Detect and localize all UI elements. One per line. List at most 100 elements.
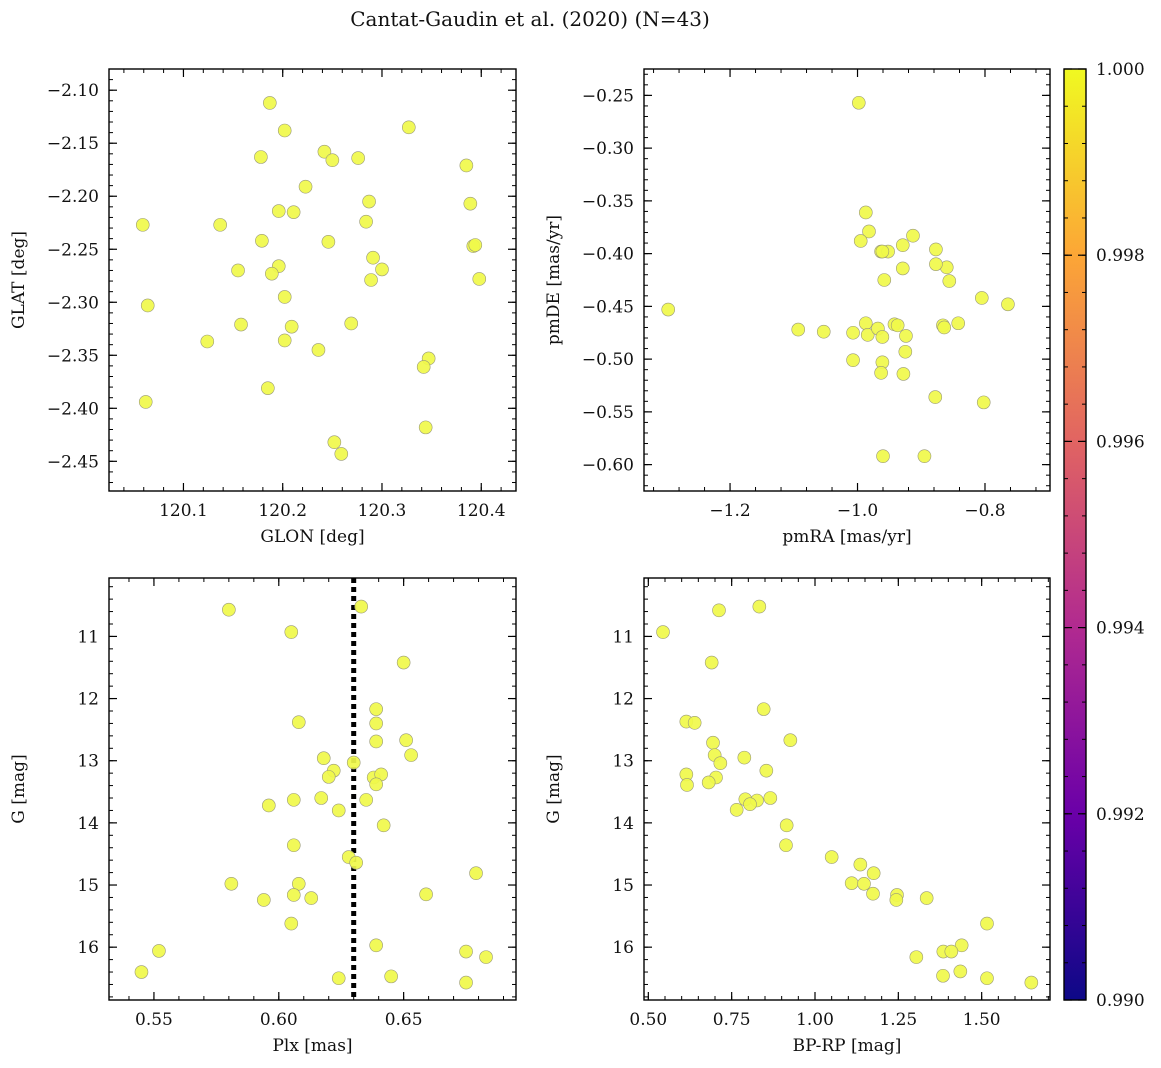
data-point	[419, 887, 433, 902]
data-point	[316, 751, 331, 766]
y-tick-label: 13	[612, 752, 634, 772]
data-point	[824, 850, 839, 864]
data-point	[321, 235, 336, 249]
data-point	[951, 316, 966, 331]
panel-glon-glat: 120.1 120.2 120.3 120.4 −2.45 −2.40 −2.35 −2.30…	[9, 68, 517, 547]
y-tick-label: −0.40	[582, 245, 634, 265]
colorbar-tick-label: 0.990	[1096, 991, 1145, 1011]
data-point	[906, 228, 920, 243]
axes-frame	[643, 577, 1051, 1001]
x-tick-label: 0.65	[385, 1010, 423, 1030]
x-tick-label: −1.0	[837, 501, 878, 521]
data-point	[134, 965, 149, 979]
axes-frame	[108, 577, 517, 1001]
data-point	[468, 238, 483, 252]
data-point	[895, 261, 910, 276]
axes-frame	[643, 68, 1051, 492]
data-point	[816, 324, 831, 339]
data-point	[359, 214, 373, 229]
data-point	[261, 381, 275, 395]
y-tick-label: −0.35	[582, 192, 634, 212]
data-point	[231, 263, 245, 278]
data-point	[376, 818, 391, 833]
data-point	[877, 273, 892, 287]
data-point	[687, 716, 702, 730]
colorbar-tick-label: 0.994	[1096, 619, 1145, 639]
y-tick-label: 13	[77, 752, 99, 772]
data-point	[976, 395, 991, 410]
data-point	[264, 266, 279, 281]
x-tick-label: 120.1	[159, 501, 208, 521]
data-point	[311, 343, 326, 357]
data-point	[779, 838, 793, 853]
y-tick-label: 11	[612, 627, 634, 647]
y-axis-label: G [mag]	[544, 754, 564, 823]
data-point	[737, 750, 752, 765]
data-point	[980, 971, 994, 986]
x-axis-label: pmRA [mas/yr]	[782, 527, 911, 547]
data-point	[729, 803, 744, 817]
data-point	[317, 144, 332, 159]
data-point	[472, 272, 487, 286]
data-point	[656, 625, 670, 639]
y-tick-label: −0.55	[582, 403, 634, 423]
data-point	[277, 123, 292, 138]
x-tick-label: 0.60	[260, 1010, 298, 1030]
data-point	[396, 655, 411, 670]
y-tick-label: −0.60	[582, 456, 634, 476]
data-point	[349, 855, 363, 870]
data-point	[314, 791, 329, 805]
data-point	[286, 888, 301, 902]
data-point	[375, 262, 389, 277]
y-tick-label: −2.20	[47, 187, 99, 207]
data-point	[680, 778, 694, 792]
data-point	[354, 599, 368, 614]
data-point	[344, 316, 359, 331]
y-tick-label: −2.10	[47, 81, 99, 101]
data-point	[844, 876, 859, 890]
data-point	[284, 916, 299, 931]
data-point	[919, 891, 934, 905]
x-tick-label: 1.00	[796, 1010, 834, 1030]
y-tick-label: −2.25	[47, 240, 99, 260]
data-point	[399, 733, 413, 748]
data-point	[369, 716, 383, 731]
data-point	[224, 876, 239, 891]
data-point	[853, 857, 868, 872]
x-tick-label: 120.2	[258, 501, 307, 521]
data-point	[876, 449, 890, 463]
data-point	[271, 204, 286, 218]
colorbar-gradient	[1064, 69, 1086, 1000]
data-point	[763, 791, 778, 805]
data-point	[889, 893, 904, 907]
data-point	[331, 971, 346, 986]
data-point	[866, 866, 881, 881]
y-tick-label: −2.40	[47, 399, 99, 419]
y-tick-label: 14	[612, 814, 634, 834]
data-point	[704, 655, 719, 670]
data-point	[846, 353, 860, 367]
data-point	[384, 969, 398, 984]
data-point	[366, 250, 380, 265]
figure-title: Cantat-Gaudin et al. (2020) (N=43)	[350, 7, 710, 31]
data-point	[369, 734, 383, 749]
data-point	[980, 916, 994, 931]
data-point	[255, 233, 269, 248]
data-point	[351, 151, 365, 165]
data-point	[298, 179, 313, 194]
data-point	[331, 803, 346, 818]
data-point	[459, 975, 473, 990]
y-tick-label: 15	[612, 876, 634, 896]
data-point	[752, 599, 767, 614]
data-point	[401, 120, 416, 135]
data-point	[263, 96, 277, 110]
data-point	[1001, 297, 1015, 312]
data-point	[898, 344, 913, 359]
data-point	[291, 876, 306, 891]
data-point	[321, 770, 336, 784]
data-point	[284, 319, 299, 334]
data-point	[954, 938, 969, 953]
data-point	[936, 968, 950, 983]
y-tick-label: 12	[612, 690, 634, 710]
colorbar: 0.990 0.992 0.994 0.996 0.998 1.000	[1063, 60, 1145, 1011]
